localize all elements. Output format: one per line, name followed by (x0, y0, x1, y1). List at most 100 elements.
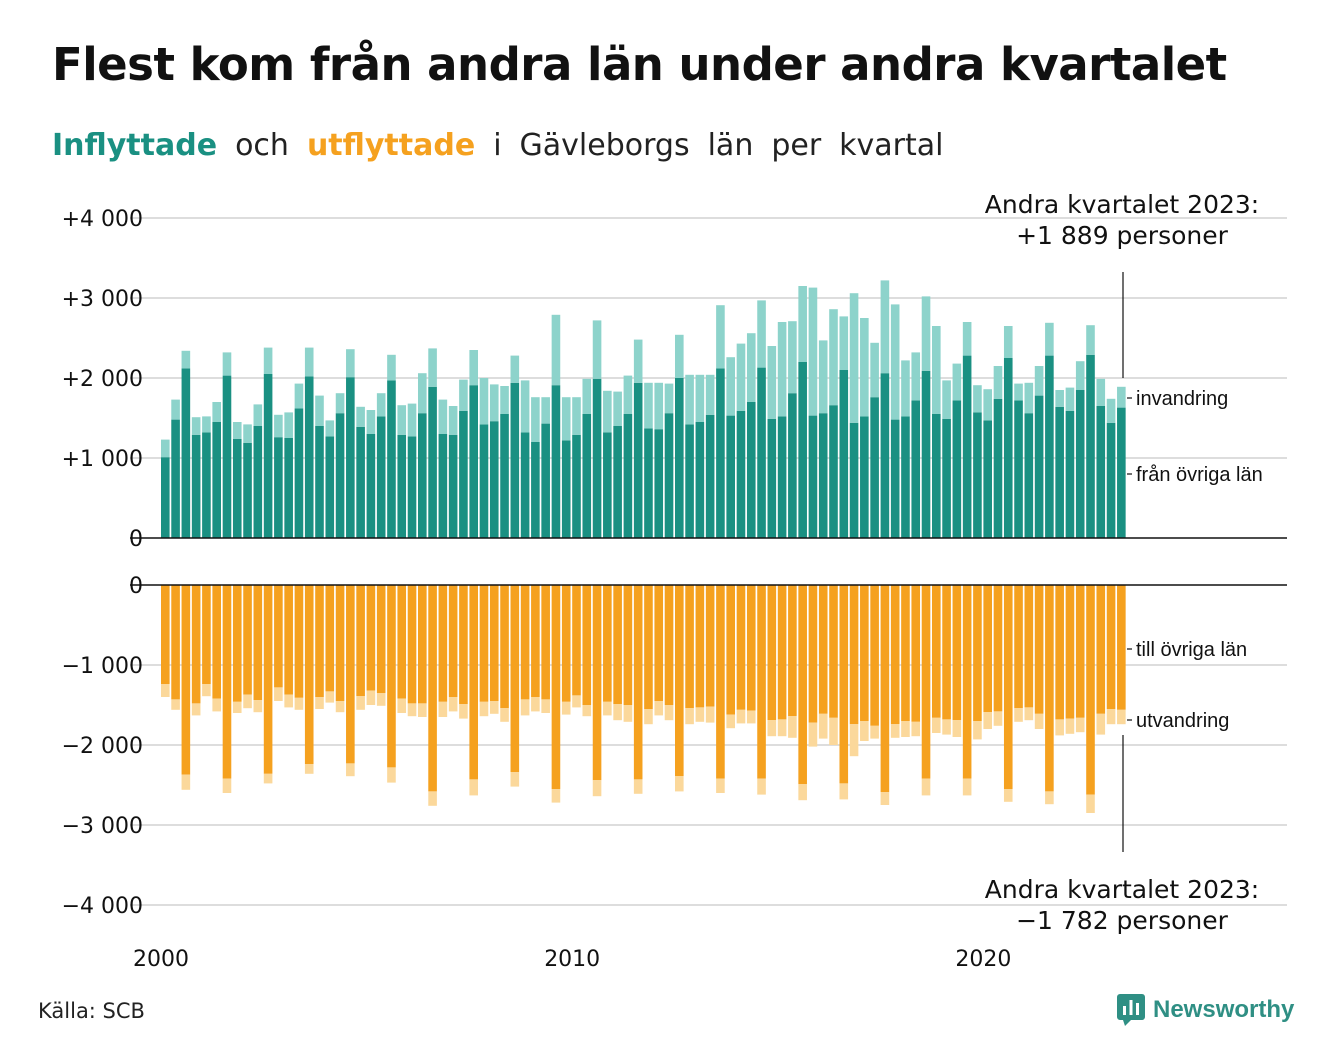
bar-invandring (695, 374, 705, 422)
bar-utvandring (1117, 709, 1126, 725)
bar-fran-ovriga-lan (202, 432, 211, 538)
bar-invandring (1024, 382, 1034, 414)
bar-invandring (335, 393, 345, 414)
bar-invandring (962, 322, 972, 356)
bar-invandring (675, 334, 684, 378)
bar-utvandring (675, 776, 684, 792)
bar-till-ovriga-lan (315, 585, 324, 697)
bar-fran-ovriga-lan (603, 432, 612, 538)
bar-utvandring (664, 705, 674, 721)
bar-fran-ovriga-lan (849, 422, 859, 538)
bar-invandring (788, 321, 797, 394)
bar-invandring (777, 322, 787, 417)
bar-fran-ovriga-lan (798, 362, 807, 538)
bar-utvandring (1075, 717, 1085, 733)
bar-fran-ovriga-lan (387, 380, 396, 538)
bar-fran-ovriga-lan (1055, 406, 1064, 538)
bar-utvandring (1003, 789, 1013, 802)
bar-till-ovriga-lan (1024, 585, 1034, 708)
bar-invandring (983, 389, 992, 421)
bar-invandring (664, 383, 674, 414)
bar-fran-ovriga-lan (932, 414, 941, 538)
bar-invandring (469, 350, 478, 386)
bar-invandring (315, 395, 324, 426)
bar-invandring (839, 316, 849, 370)
bar-till-ovriga-lan (376, 585, 386, 693)
bar-invandring (818, 340, 828, 414)
subtitle-per: per (771, 128, 822, 163)
subtitle-region: Gävleborgs (519, 128, 690, 163)
bar-fran-ovriga-lan (520, 432, 530, 538)
bar-fran-ovriga-lan (376, 416, 386, 538)
bar-till-ovriga-lan (736, 585, 746, 710)
bar-utvandring (777, 719, 787, 737)
bar-utvandring (818, 713, 828, 739)
bar-invandring (603, 390, 612, 433)
bar-invandring (829, 309, 838, 406)
bar-utvandring (736, 709, 746, 724)
bar-till-ovriga-lan (520, 585, 530, 700)
bar-fran-ovriga-lan (716, 368, 725, 538)
bar-utvandring (263, 773, 273, 784)
bar-fran-ovriga-lan (757, 367, 766, 538)
bar-invandring (921, 296, 931, 371)
bar-fran-ovriga-lan (777, 416, 787, 538)
bar-till-ovriga-lan (716, 585, 725, 779)
bar-till-ovriga-lan (222, 585, 232, 779)
bar-fran-ovriga-lan (572, 434, 581, 538)
bar-invandring (798, 286, 807, 362)
bar-till-ovriga-lan (284, 585, 293, 695)
bar-invandring (520, 380, 530, 433)
bar-utvandring (808, 722, 818, 747)
bar-fran-ovriga-lan (459, 410, 468, 538)
bar-invandring (500, 386, 509, 414)
subtitle-inflyttade: Inflyttade (52, 128, 218, 163)
bar-invandring (1106, 398, 1116, 423)
bar-till-ovriga-lan (952, 585, 962, 721)
bar-fran-ovriga-lan (592, 378, 602, 538)
bar-invandring (890, 304, 900, 420)
bar-fran-ovriga-lan (911, 400, 921, 538)
bar-utvandring (993, 711, 1003, 726)
bar-invandring (685, 374, 694, 425)
bar-invandring (1086, 325, 1095, 355)
bar-invandring (387, 354, 396, 381)
bar-utvandring (921, 778, 931, 796)
bar-utvandring (1045, 791, 1054, 805)
bar-utvandring (387, 767, 396, 783)
newsworthy-logo: Newsworthy (1117, 994, 1294, 1026)
annotation-bottom-line1: Andra kvartalet 2023: (985, 875, 1259, 904)
bar-invandring (222, 352, 232, 376)
bar-fran-ovriga-lan (1014, 400, 1023, 538)
bar-invandring (356, 406, 365, 427)
bar-invandring (428, 348, 437, 387)
bar-fran-ovriga-lan (664, 413, 674, 538)
bar-fran-ovriga-lan (479, 424, 489, 538)
bar-invandring (901, 360, 910, 417)
bar-fran-ovriga-lan (171, 419, 180, 538)
bar-till-ovriga-lan (705, 585, 715, 707)
bar-fran-ovriga-lan (1086, 354, 1095, 538)
series-label-utvandring: utvandring (1136, 710, 1229, 732)
bar-utvandring (1034, 713, 1044, 729)
annotation-top-line2: +1 889 personer (1016, 221, 1229, 250)
bar-utvandring (315, 697, 324, 709)
bar-till-ovriga-lan (592, 585, 602, 781)
bar-fran-ovriga-lan (1003, 358, 1013, 538)
bar-invandring (181, 350, 191, 369)
bar-utvandring (582, 705, 592, 717)
bar-fran-ovriga-lan (541, 423, 550, 538)
bar-invandring (911, 352, 921, 401)
bar-till-ovriga-lan (531, 585, 540, 697)
y-tick-label-bottom: −2 000 (62, 734, 143, 759)
bar-invandring (880, 280, 890, 374)
bar-till-ovriga-lan (962, 585, 972, 779)
bar-fran-ovriga-lan (356, 426, 365, 538)
bar-utvandring (253, 700, 263, 713)
bar-utvandring (459, 704, 468, 719)
bar-fran-ovriga-lan (582, 414, 592, 538)
bar-invandring (1075, 361, 1085, 390)
bar-till-ovriga-lan (798, 585, 807, 785)
bar-till-ovriga-lan (767, 585, 777, 721)
bar-utvandring (438, 701, 448, 717)
